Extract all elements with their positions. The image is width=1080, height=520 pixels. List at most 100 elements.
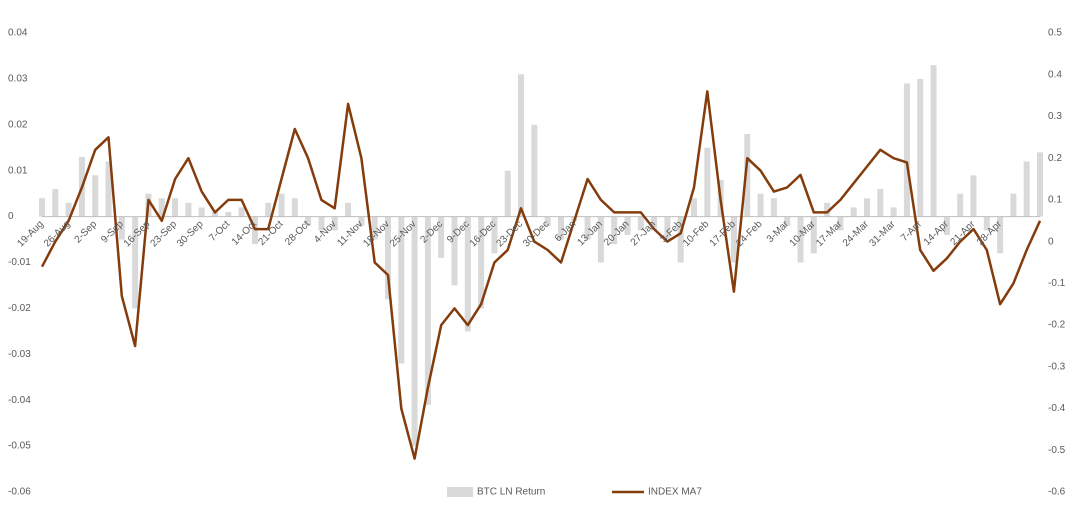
bar bbox=[358, 216, 365, 226]
bar bbox=[624, 216, 631, 235]
x-tick-label: 21-Apr bbox=[948, 218, 977, 247]
bar bbox=[278, 193, 285, 217]
y2-tick-label: -0.6 bbox=[1048, 487, 1066, 498]
y-tick-label: 0.04 bbox=[8, 28, 28, 39]
bar bbox=[691, 198, 698, 217]
y2-tick-label: -0.2 bbox=[1048, 320, 1066, 331]
bar bbox=[810, 216, 817, 254]
bar bbox=[1010, 193, 1017, 217]
bar bbox=[345, 202, 352, 217]
bar bbox=[411, 216, 418, 447]
bar bbox=[637, 216, 644, 231]
bar bbox=[864, 198, 871, 217]
x-tick-label: 30-Dec bbox=[521, 219, 552, 250]
bar bbox=[943, 216, 950, 235]
legend-label: BTC LN Return bbox=[477, 487, 545, 498]
x-tick-label: 30-Sep bbox=[175, 219, 206, 250]
bar bbox=[158, 198, 165, 217]
y-tick-label: -0.03 bbox=[8, 349, 31, 360]
bar bbox=[491, 216, 498, 254]
x-tick-label: 23-Sep bbox=[148, 219, 179, 250]
bar bbox=[318, 216, 325, 231]
bar bbox=[677, 216, 684, 263]
x-tick-label: 19-Aug bbox=[15, 219, 46, 250]
bar bbox=[398, 216, 405, 364]
bar bbox=[531, 124, 538, 217]
bar bbox=[251, 216, 258, 245]
bar bbox=[1023, 161, 1030, 217]
bar bbox=[970, 175, 977, 217]
bar bbox=[997, 216, 1004, 254]
y2-tick-label: 0.1 bbox=[1048, 195, 1062, 206]
bar bbox=[331, 216, 338, 231]
bar bbox=[903, 83, 910, 217]
bar bbox=[424, 216, 431, 405]
y2-tick-label: 0.5 bbox=[1048, 28, 1062, 39]
bar bbox=[211, 212, 218, 217]
bar bbox=[118, 216, 125, 240]
bar bbox=[52, 189, 59, 217]
bar bbox=[92, 175, 99, 217]
y-tick-label: -0.06 bbox=[8, 487, 31, 498]
bar bbox=[877, 189, 884, 217]
x-tick-label: 31-Mar bbox=[867, 218, 898, 249]
y2-tick-label: 0.2 bbox=[1048, 153, 1062, 164]
bar bbox=[265, 202, 272, 217]
bar bbox=[557, 216, 564, 240]
bar bbox=[597, 216, 604, 263]
legend-label: INDEX MA7 bbox=[648, 487, 702, 498]
bar bbox=[238, 207, 245, 217]
bar bbox=[983, 216, 990, 231]
y2-tick-label: 0.4 bbox=[1048, 69, 1062, 80]
bar bbox=[651, 216, 658, 231]
bar bbox=[105, 161, 112, 217]
bar bbox=[930, 65, 937, 217]
legend-swatch bbox=[447, 487, 473, 497]
line bbox=[40, 90, 1042, 460]
bar bbox=[611, 216, 618, 245]
y-tick-label: -0.02 bbox=[8, 303, 31, 314]
bar bbox=[291, 198, 298, 217]
bar bbox=[784, 216, 791, 226]
bar bbox=[39, 198, 45, 217]
y-tick-label: -0.05 bbox=[8, 441, 31, 452]
x-tick-label: 26-Aug bbox=[42, 219, 73, 250]
x-tick-label: 24-Mar bbox=[841, 218, 872, 249]
bar bbox=[850, 207, 857, 217]
bar bbox=[957, 193, 964, 217]
x-tick-label: 17-Mar bbox=[814, 218, 845, 249]
bar bbox=[225, 212, 232, 217]
x-tick-label: 11-Nov bbox=[335, 219, 365, 249]
bar bbox=[704, 147, 711, 217]
bar bbox=[132, 216, 139, 309]
bar bbox=[837, 216, 844, 231]
y2-tick-label: -0.3 bbox=[1048, 361, 1066, 372]
bar bbox=[464, 216, 471, 332]
bar bbox=[544, 216, 551, 226]
y-tick-label: -0.04 bbox=[8, 395, 31, 406]
y2-tick-label: 0.3 bbox=[1048, 111, 1062, 122]
bar bbox=[451, 216, 458, 286]
y2-tick-label: -0.1 bbox=[1048, 278, 1066, 289]
bar bbox=[730, 216, 737, 263]
bar bbox=[917, 78, 924, 217]
y2-tick-label: -0.5 bbox=[1048, 445, 1066, 456]
bar bbox=[1037, 152, 1043, 217]
y-tick-label: 0.02 bbox=[8, 119, 28, 130]
bar bbox=[172, 198, 179, 217]
y2-tick-label: -0.4 bbox=[1048, 403, 1066, 414]
bar bbox=[478, 216, 485, 309]
x-tick-label: 10-Feb bbox=[681, 219, 711, 249]
x-tick-label: 28-Oct bbox=[283, 219, 312, 248]
bar bbox=[384, 216, 391, 300]
y-tick-label: 0.03 bbox=[8, 74, 28, 85]
bar bbox=[185, 202, 192, 217]
bar bbox=[438, 216, 445, 258]
y-tick-label: -0.01 bbox=[8, 257, 31, 268]
bar bbox=[664, 216, 671, 240]
bar bbox=[797, 216, 804, 263]
x-tick-label: 2-Sep bbox=[73, 219, 100, 246]
bar bbox=[890, 207, 897, 217]
bar bbox=[770, 198, 777, 217]
